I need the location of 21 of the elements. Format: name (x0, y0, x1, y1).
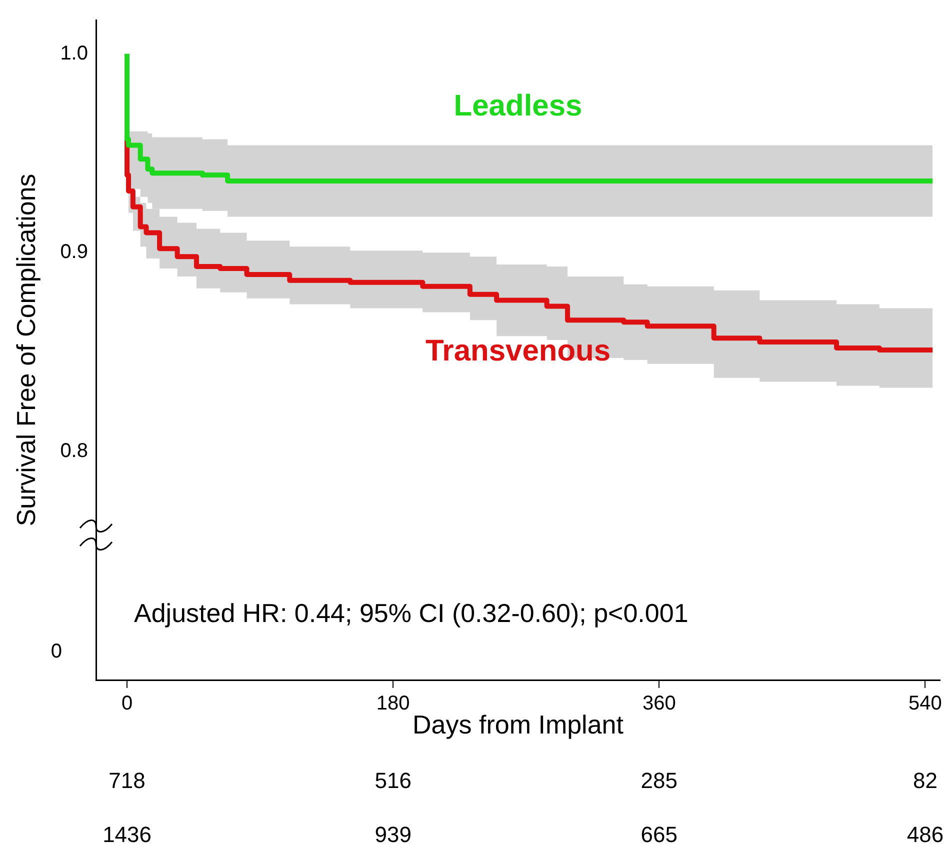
text: 486 (906, 822, 944, 848)
x-tick-label: 0 (121, 692, 133, 715)
y-tick-label: 1.0 (60, 42, 88, 64)
x-axis-title: Days from Implant (412, 710, 624, 740)
y-axis-title: Survival Free of Complications (11, 174, 42, 526)
text: 939 (374, 822, 412, 848)
x-tick-label: 360 (642, 692, 676, 715)
text: 0 (50, 640, 62, 663)
text: 516 (374, 768, 412, 794)
text: 82 (912, 768, 938, 794)
series-label: Transvenous (425, 334, 611, 368)
text: 718 (108, 768, 146, 794)
text: 285 (640, 768, 678, 794)
text: 665 (640, 822, 678, 848)
x-tick-label: 180 (376, 692, 410, 715)
series-label: Leadless (454, 90, 582, 123)
y-tick-label: 0.9 (60, 241, 88, 264)
y-tick-label: 0.8 (60, 440, 88, 462)
x-tick-label: 540 (908, 692, 942, 715)
text: 1436 (102, 822, 152, 848)
annotation: Adjusted HR: 0.44; 95% CI (0.32-0.60); p<0.001 (134, 598, 688, 628)
